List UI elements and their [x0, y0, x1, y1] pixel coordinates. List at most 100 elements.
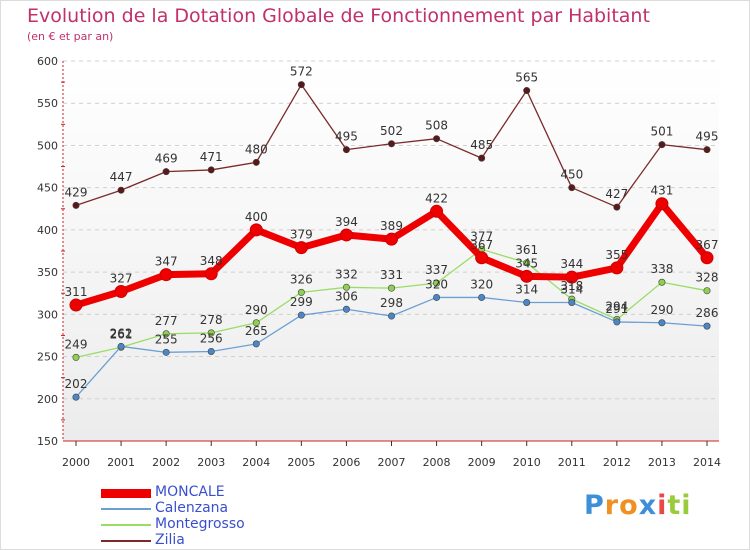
- data-label-moncale: 367: [696, 238, 719, 252]
- data-label-moncale: 389: [380, 219, 403, 233]
- data-point-moncale: [339, 228, 353, 242]
- data-point-montegrosso: [297, 288, 305, 296]
- data-point-calenzana: [162, 348, 170, 356]
- data-label-montegrosso: 249: [65, 337, 88, 351]
- logo-letter: i: [657, 490, 668, 521]
- data-label-calenzana: 298: [380, 296, 403, 310]
- data-label-moncale: 400: [245, 210, 268, 224]
- data-label-zilia: 480: [245, 142, 268, 156]
- data-point-zilia: [117, 186, 125, 194]
- data-label-montegrosso: 326: [290, 272, 313, 286]
- data-point-calenzana: [342, 305, 350, 313]
- data-point-calenzana: [433, 293, 441, 301]
- data-point-montegrosso: [162, 330, 170, 338]
- data-label-calenzana: 256: [200, 331, 223, 345]
- data-label-montegrosso: 294: [605, 299, 628, 313]
- data-point-zilia: [703, 146, 711, 154]
- data-label-zilia: 495: [335, 130, 358, 144]
- data-label-montegrosso: 361: [515, 243, 538, 257]
- data-point-moncale: [114, 285, 128, 299]
- data-point-moncale: [249, 223, 263, 237]
- data-label-moncale: 355: [605, 248, 628, 262]
- data-label-moncale: 394: [335, 215, 358, 229]
- data-label-zilia: 501: [650, 125, 673, 139]
- data-point-calenzana: [703, 322, 711, 330]
- data-label-calenzana: 262: [110, 326, 133, 340]
- data-label-moncale: 327: [110, 272, 133, 286]
- data-label-moncale: 347: [155, 255, 178, 269]
- data-label-calenzana: 320: [425, 277, 448, 291]
- data-point-calenzana: [252, 340, 260, 348]
- data-point-zilia: [523, 87, 531, 95]
- x-tick-label: 2009: [468, 456, 496, 469]
- x-tick-label: 2013: [648, 456, 676, 469]
- chart-subtitle: (en € et par an): [27, 30, 114, 43]
- data-label-moncale: 311: [65, 285, 88, 299]
- data-point-zilia: [297, 81, 305, 89]
- data-label-moncale: 431: [650, 184, 673, 198]
- data-point-zilia: [387, 140, 395, 148]
- data-label-montegrosso: 338: [650, 262, 673, 276]
- data-point-moncale: [430, 204, 444, 218]
- data-point-calenzana: [568, 299, 576, 307]
- data-label-montegrosso: 331: [380, 268, 403, 282]
- data-point-calenzana: [658, 319, 666, 327]
- data-label-zilia: 447: [110, 170, 133, 184]
- data-point-montegrosso: [72, 353, 80, 361]
- data-point-zilia: [613, 203, 621, 211]
- x-tick-label: 2010: [513, 456, 541, 469]
- legend-label: Calenzana: [155, 500, 229, 516]
- data-point-moncale: [294, 241, 308, 255]
- data-point-zilia: [252, 158, 260, 166]
- y-tick-label: 450: [37, 182, 58, 195]
- logo-letter: t: [667, 490, 682, 521]
- data-point-calenzana: [478, 293, 486, 301]
- legend-swatch: [101, 508, 151, 510]
- data-point-montegrosso: [342, 283, 350, 291]
- data-label-zilia: 565: [515, 71, 538, 85]
- y-tick-label: 200: [37, 393, 58, 406]
- data-label-montegrosso: 318: [560, 279, 583, 293]
- data-label-calenzana: 255: [155, 332, 178, 346]
- x-tick-label: 2004: [242, 456, 270, 469]
- data-point-moncale: [520, 269, 534, 283]
- data-point-montegrosso: [252, 319, 260, 327]
- data-label-calenzana: 314: [515, 283, 538, 297]
- data-point-calenzana: [207, 347, 215, 355]
- data-label-calenzana: 286: [696, 306, 719, 320]
- data-point-moncale: [385, 232, 398, 246]
- y-tick-label: 600: [37, 55, 58, 68]
- logo-letter: o: [619, 490, 639, 521]
- data-label-montegrosso: 328: [696, 271, 719, 285]
- data-label-montegrosso: 261: [110, 327, 133, 341]
- data-point-moncale: [565, 270, 579, 284]
- data-label-montegrosso: 278: [200, 313, 223, 327]
- y-tick-label: 150: [37, 435, 58, 448]
- legend-label: Montegrosso: [155, 516, 245, 532]
- data-label-moncale: 367: [470, 238, 493, 252]
- y-tick-label: 550: [37, 97, 58, 110]
- data-label-moncale: 345: [515, 256, 538, 270]
- data-label-montegrosso: 337: [425, 263, 448, 277]
- data-point-montegrosso: [703, 287, 711, 295]
- data-point-moncale: [475, 251, 489, 265]
- y-tick-label: 250: [37, 351, 58, 364]
- data-point-zilia: [162, 168, 170, 176]
- data-point-zilia: [342, 146, 350, 154]
- chart-title: Evolution de la Dotation Globale de Fonc…: [27, 5, 650, 27]
- data-label-montegrosso: 332: [335, 267, 358, 281]
- legend-swatch: [101, 488, 151, 498]
- data-point-montegrosso: [433, 279, 441, 287]
- logo-letter: x: [638, 490, 658, 521]
- data-label-calenzana: 265: [245, 324, 268, 338]
- data-label-zilia: 502: [380, 124, 403, 138]
- y-tick-label: 500: [37, 139, 58, 152]
- legend-label: MONCALE: [155, 484, 225, 500]
- y-tick-label: 300: [37, 308, 58, 321]
- data-label-zilia: 429: [65, 185, 88, 199]
- data-label-zilia: 508: [425, 119, 448, 133]
- logo-letter: i: [681, 490, 692, 521]
- data-point-calenzana: [297, 311, 305, 319]
- x-tick-label: 2007: [378, 456, 406, 469]
